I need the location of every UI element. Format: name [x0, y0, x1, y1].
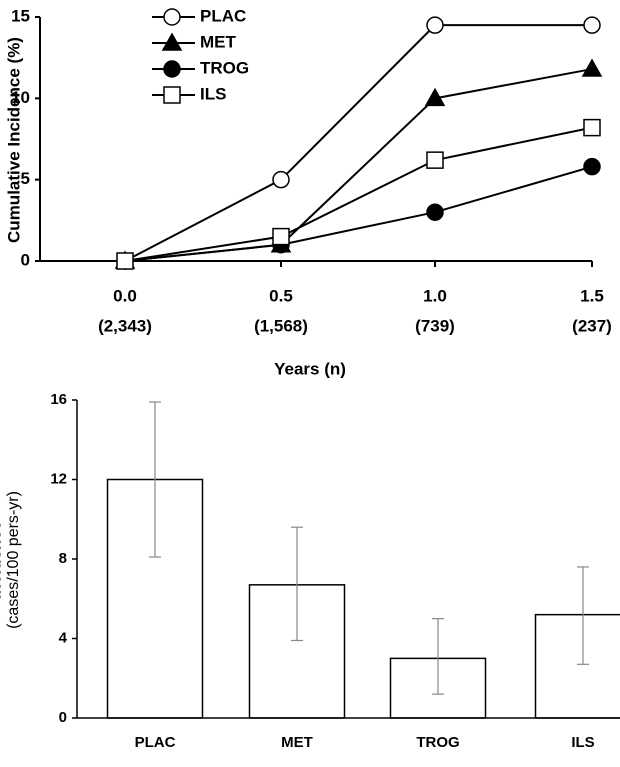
x-tick-label: 0.5 [269, 286, 293, 305]
y-tick-label: 5 [21, 169, 30, 188]
legend-label: PLAC [200, 6, 246, 25]
marker [583, 16, 601, 34]
marker [583, 157, 601, 176]
y-tick-label: 8 [59, 550, 67, 567]
y-axis-label: Cumulative Incidence (%) [4, 37, 23, 243]
x-tick-label: ILS [571, 734, 594, 751]
marker [161, 32, 183, 51]
marker [272, 227, 290, 246]
legend-label: TROG [200, 58, 249, 77]
marker [424, 87, 446, 107]
bar [534, 613, 620, 719]
x-tick-label: TROG [416, 734, 459, 751]
marker [581, 58, 603, 77]
x-sublabel: (739) [415, 316, 455, 335]
legend-label: ILS [200, 84, 226, 103]
legend-label: MET [200, 32, 237, 51]
marker [116, 252, 134, 270]
x-tick-label: 1.5 [580, 286, 604, 305]
marker [163, 60, 181, 78]
y-tick-label: 15 [11, 6, 30, 25]
y-tick-label: 16 [50, 391, 67, 408]
y-tick-label: 10 [11, 88, 30, 107]
series-line [124, 24, 592, 262]
marker [163, 86, 181, 104]
x-sublabel: (2,343) [98, 316, 152, 335]
marker [426, 16, 444, 34]
y-tick-label: 4 [59, 629, 68, 646]
x-sublabel: (237) [572, 316, 612, 335]
y-axis-label: (cases/100 pers-yr) [5, 491, 22, 629]
y-axis-label: Incidence [0, 521, 4, 599]
series-line [124, 165, 593, 262]
y-tick-label: 12 [50, 470, 67, 487]
marker [426, 203, 444, 221]
x-tick-label: 0.0 [113, 286, 137, 305]
marker [426, 151, 444, 169]
series-line [124, 68, 593, 262]
y-tick-label: 0 [21, 250, 30, 269]
series-line [124, 126, 593, 262]
y-tick-label: 0 [59, 709, 67, 726]
x-axis-label: Years (n) [274, 359, 346, 378]
x-tick-label: MET [281, 734, 313, 751]
marker [272, 170, 290, 189]
x-tick-label: PLAC [135, 734, 176, 751]
x-sublabel: (1,568) [254, 316, 308, 335]
x-tick-label: 1.0 [423, 286, 447, 305]
marker [583, 118, 601, 137]
marker [163, 8, 181, 26]
